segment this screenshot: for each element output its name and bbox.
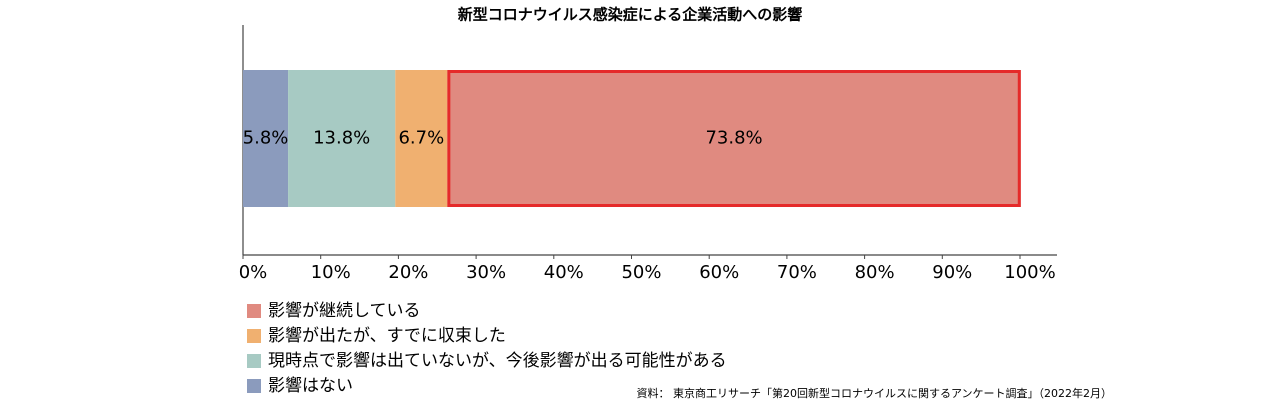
x-tick-label: 10% [311,262,351,283]
bar-segment [288,70,396,207]
value-label: 5.8% [243,128,289,149]
x-tick-label: 80% [855,262,895,283]
x-tick-label: 50% [621,262,661,283]
legend-label: 影響はない [268,376,353,396]
legend-label: 影響が出たが、すでに収束した [268,326,506,346]
x-tick-label: 60% [699,262,739,283]
legend-label: 影響が継続している [268,301,421,321]
legend-label: 現時点で影響は出ていないが、今後影響が出る可能性がある [268,351,727,371]
x-tick-label: 20% [388,262,428,283]
legend-swatch [247,354,261,368]
value-label: 73.8% [705,128,762,149]
source-note: 資料： 東京商工リサーチ「第20回新型コロナウイルスに関するアンケート調査」（2… [636,386,1112,400]
bar-segment [243,70,289,207]
x-tick-label: 0% [239,262,268,283]
value-label: 13.8% [313,128,370,149]
x-tick-label: 70% [777,262,817,283]
x-tick-label: 100% [1004,262,1055,283]
bar-segment [395,70,448,207]
value-label: 6.7% [398,128,444,149]
bar-segment [447,70,1021,207]
x-tick-label: 90% [932,262,972,283]
highlight-border [447,70,1021,207]
legend-swatch [247,379,261,393]
legend-swatch [247,304,261,318]
chart-title: 新型コロナウイルス感染症による企業活動への影響 [458,6,803,24]
x-tick-label: 30% [466,262,506,283]
legend-swatch [247,329,261,343]
x-tick-label: 40% [544,262,584,283]
